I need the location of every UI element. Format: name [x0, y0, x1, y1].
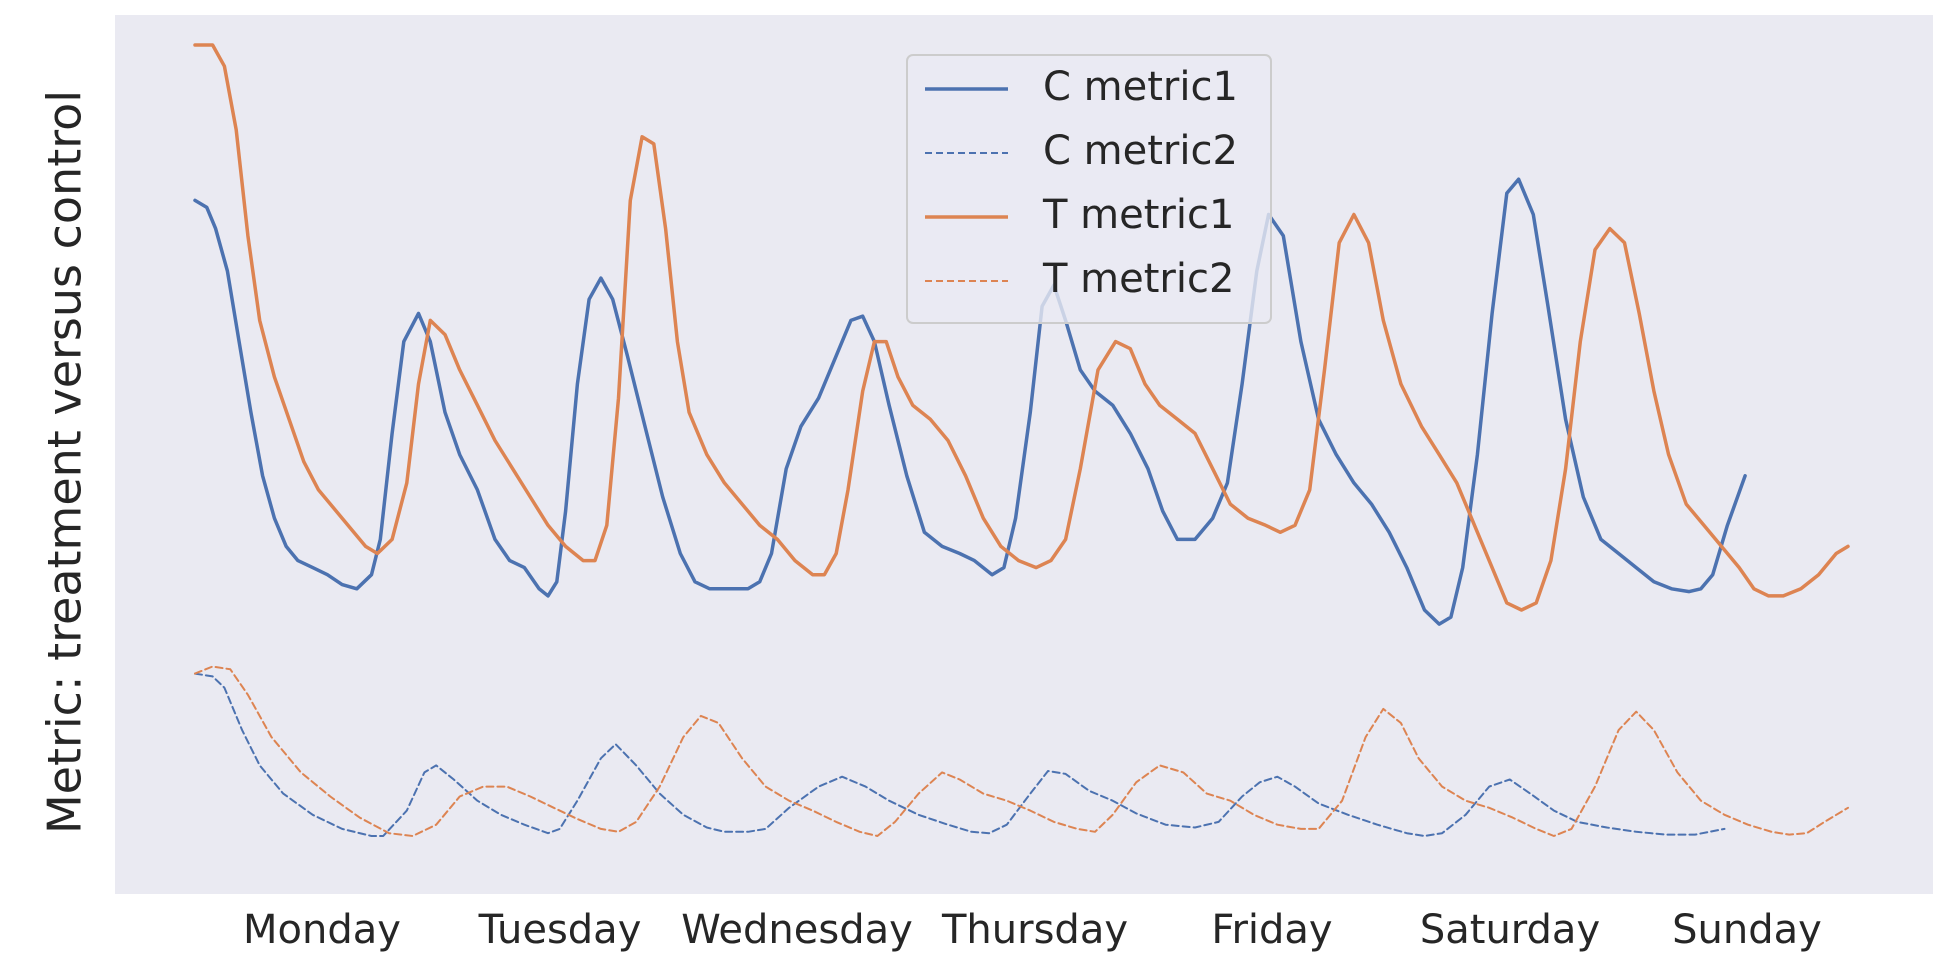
series-line-c-metric1	[193, 177, 1747, 626]
series-line-t-metric2	[194, 665, 1849, 837]
series-line-c-metric2	[194, 672, 1726, 837]
series-line-t-metric1	[193, 43, 1850, 612]
legend-label-t-metric2: T metric2	[1042, 256, 1234, 302]
y-axis-label: Metric: treatment versus control	[38, 90, 92, 834]
x-tick-label-thursday: Thursday	[941, 907, 1128, 953]
legend-label-c-metric2: C metric2	[1043, 128, 1238, 174]
legend: C metric1 C metric2 T metric1 T metric2	[906, 54, 1272, 324]
legend-box	[906, 54, 1272, 324]
x-tick-label-saturday: Saturday	[1420, 907, 1600, 953]
x-tick-label-sunday: Sunday	[1672, 907, 1822, 953]
legend-label-c-metric1: C metric1	[1043, 64, 1238, 110]
x-tick-label-wednesday: Wednesday	[681, 907, 913, 953]
x-tick-label-monday: Monday	[243, 907, 401, 953]
legend-label-t-metric1: T metric1	[1042, 192, 1234, 238]
series-layer	[193, 43, 1850, 837]
legend-entries: C metric1 C metric2 T metric1 T metric2	[925, 64, 1238, 302]
x-tick-label-friday: Friday	[1211, 907, 1332, 953]
x-axis-tick-labels: Monday Tuesday Wednesday Thursday Friday Satu…	[243, 907, 1822, 953]
x-tick-label-tuesday: Tuesday	[478, 907, 642, 953]
